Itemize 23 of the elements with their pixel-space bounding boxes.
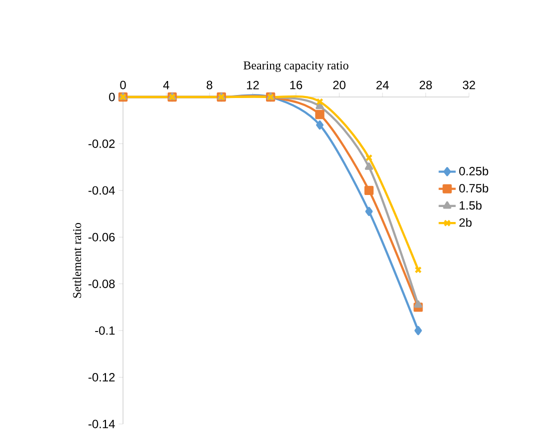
x-axis-title: Bearing capacity ratio xyxy=(244,61,348,72)
legend-label: 0.25b xyxy=(459,166,488,176)
x-tick-label: 8 xyxy=(206,80,212,90)
legend-label: 0.75b xyxy=(459,184,488,192)
legend-label: 2b xyxy=(459,218,472,227)
y-tick-label: -0.12 xyxy=(88,373,115,382)
x-tick-label: 28 xyxy=(420,80,432,90)
x-tick-label: 4 xyxy=(163,81,170,90)
x-tick-label: 0 xyxy=(120,80,126,90)
y-tick-label: -0.1 xyxy=(95,326,115,335)
y-tick-label: 0 xyxy=(109,92,115,102)
y-tick-label: -0.08 xyxy=(88,280,115,288)
x-tick-label: 24 xyxy=(376,80,389,90)
x-tick-label: 16 xyxy=(290,80,302,90)
legend-label: 1.5b xyxy=(460,200,482,210)
y-tick-label: -0.14 xyxy=(88,420,115,428)
y-axis-title: Settlement ratio xyxy=(72,222,82,298)
x-tick-label: 20 xyxy=(333,80,346,90)
x-tick-label: 32 xyxy=(462,80,476,90)
x-tick-label: 12 xyxy=(247,80,259,90)
y-tick-label: -0.06 xyxy=(88,232,115,242)
y-tick-label: -0.04 xyxy=(88,186,115,195)
y-tick-label: -0.02 xyxy=(88,139,115,148)
